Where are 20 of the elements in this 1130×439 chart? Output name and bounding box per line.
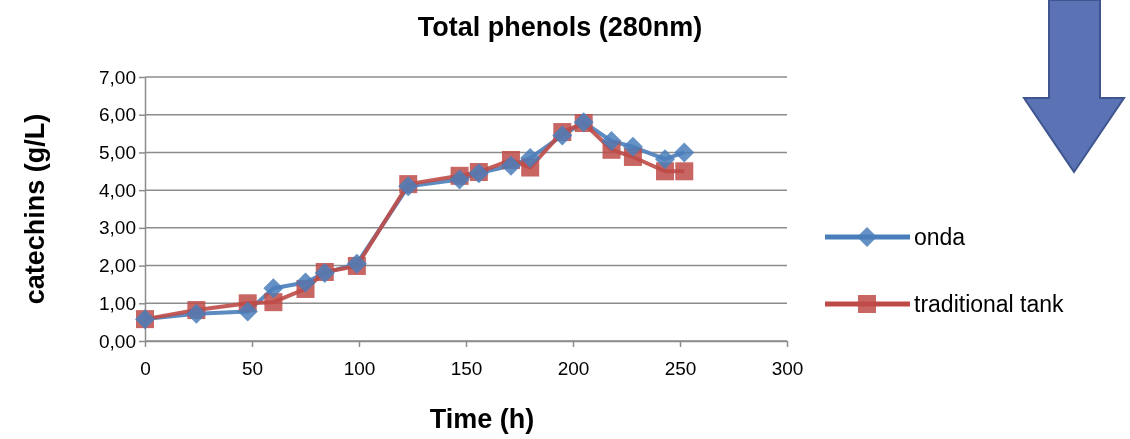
x-tick-label: 150 xyxy=(450,357,483,379)
y-tick-label: 4,00 xyxy=(99,179,136,201)
legend-label: onda xyxy=(914,224,966,250)
x-tick-label: 100 xyxy=(343,357,376,379)
chart-title: Total phenols (280nm) xyxy=(417,12,703,42)
y-tick-label: 7,00 xyxy=(99,66,136,88)
y-tick-label: 1,00 xyxy=(99,292,136,314)
y-tick-label: 0,00 xyxy=(99,330,136,352)
x-tick-label: 50 xyxy=(241,357,264,379)
x-tick-label: 0 xyxy=(140,357,151,379)
legend-label: traditional tank xyxy=(914,291,1065,317)
y-tick-label: 3,00 xyxy=(99,217,136,239)
x-axis-title: Time (h) xyxy=(429,404,535,434)
y-tick-label: 2,00 xyxy=(99,255,136,277)
y-tick-label: 5,00 xyxy=(99,142,136,164)
y-tick-label: 6,00 xyxy=(99,104,136,126)
x-tick-label: 250 xyxy=(664,357,697,379)
x-tick-label: 300 xyxy=(771,357,804,379)
y-axis-title: catechins (g/L) xyxy=(20,113,50,305)
x-tick-label: 200 xyxy=(557,357,590,379)
